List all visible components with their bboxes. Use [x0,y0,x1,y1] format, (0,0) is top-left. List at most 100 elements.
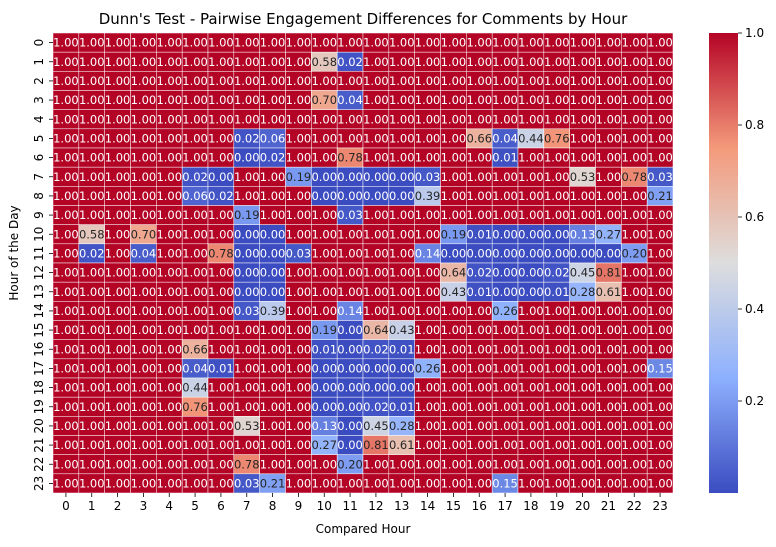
cell-value-label: 0.13 [570,227,596,241]
cell-value-label: 1.00 [441,323,467,337]
cell-value-label: 1.00 [234,361,260,375]
cell-value-label: 1.00 [131,266,157,280]
cell-value-label: 1.00 [79,36,105,50]
cell-value-label: 1.00 [544,438,570,452]
cell-value-label: 0.00 [544,227,570,241]
cell-value-label: 1.00 [570,131,596,145]
x-tick-label: 2 [114,499,122,513]
cell-value-label: 1.00 [647,400,673,414]
cell-value-label: 1.00 [570,457,596,471]
cell-value-label: 0.03 [234,304,260,318]
cell-value-label: 1.00 [544,342,570,356]
cell-value-label: 1.00 [105,457,131,471]
cell-value-label: 0.66 [182,342,208,356]
cell-value-label: 1.00 [53,304,79,318]
x-tick-label: 21 [601,499,616,513]
cell-value-label: 1.00 [544,170,570,184]
cell-value-label: 0.19 [441,227,467,241]
cell-value-label: 1.00 [570,93,596,107]
cell-value-label: 0.45 [570,266,596,280]
cell-value-label: 0.00 [518,246,544,260]
cell-value-label: 1.00 [105,361,131,375]
x-axis-label: Compared Hour [316,522,411,536]
cell-value-label: 1.00 [156,170,182,184]
cell-value-label: 1.00 [596,304,622,318]
cell-value-label: 1.00 [105,419,131,433]
cell-value-label: 1.00 [647,112,673,126]
cell-value-label: 1.00 [208,476,234,490]
cell-value-label: 1.00 [79,381,105,395]
cell-value-label: 0.00 [492,285,518,299]
x-tick-label: 4 [165,499,173,513]
cell-value-label: 1.00 [182,285,208,299]
cell-value-label: 1.00 [337,36,363,50]
cell-value-label: 1.00 [518,151,544,165]
cell-value-label: 0.00 [337,419,363,433]
cell-value-label: 0.00 [311,170,337,184]
cell-value-label: 1.00 [337,246,363,260]
cell-value-label: 1.00 [544,457,570,471]
cell-value-label: 1.00 [621,285,647,299]
cell-value-label: 1.00 [53,112,79,126]
cell-value-label: 1.00 [311,131,337,145]
cell-value-label: 1.00 [544,112,570,126]
y-axis-label: Hour of the Day [7,205,21,300]
cell-value-label: 1.00 [621,381,647,395]
cell-value-label: 1.00 [415,304,441,318]
cell-value-label: 1.00 [208,419,234,433]
cell-value-label: 1.00 [182,476,208,490]
cell-value-label: 1.00 [286,457,312,471]
cell-value-label: 1.00 [621,131,647,145]
cell-value-label: 1.00 [441,55,467,69]
cell-value-label: 1.00 [621,112,647,126]
cell-value-label: 1.00 [544,151,570,165]
cell-value-label: 1.00 [570,323,596,337]
cell-value-label: 1.00 [415,227,441,241]
cell-value-label: 0.02 [363,342,389,356]
cell-value-label: 1.00 [311,151,337,165]
cell-value-label: 1.00 [182,438,208,452]
y-tick-label: 5 [32,135,46,143]
cell-value-label: 1.00 [286,131,312,145]
cell-value-label: 1.00 [260,457,286,471]
cell-value-label: 1.00 [621,74,647,88]
cell-value-label: 1.00 [260,323,286,337]
cell-value-label: 1.00 [260,400,286,414]
cell-value-label: 1.00 [570,476,596,490]
cell-value-label: 1.00 [596,342,622,356]
cell-value-label: 1.00 [415,36,441,50]
cell-value-label: 0.00 [337,323,363,337]
y-tick-label: 3 [32,96,46,104]
cell-value-label: 1.00 [182,112,208,126]
cell-value-label: 0.13 [311,419,337,433]
x-tick-label: 8 [269,499,277,513]
cell-value-label: 1.00 [441,419,467,433]
x-tick-label: 20 [575,499,590,513]
cell-value-label: 1.00 [492,112,518,126]
cell-value-label: 0.78 [621,170,647,184]
cell-value-label: 0.00 [337,342,363,356]
cell-value-label: 1.00 [570,74,596,88]
cell-value-label: 1.00 [105,227,131,241]
cell-value-label: 1.00 [286,438,312,452]
x-tick-label: 0 [62,499,70,513]
cell-value-label: 1.00 [131,342,157,356]
cell-value-label: 1.00 [131,36,157,50]
x-tick-labels: 0 1 2 3 4 5 6 7 8 9 10 11 12 13 14 15 16 17 18 19 20 21 22 23 [62,493,668,513]
cell-value-label: 1.00 [79,361,105,375]
cell-value-label: 1.00 [286,227,312,241]
cell-value-label: 1.00 [570,112,596,126]
cell-value-label: 1.00 [131,74,157,88]
cell-value-label: 1.00 [596,131,622,145]
cell-value-label: 1.00 [208,304,234,318]
cell-value-label: 1.00 [570,151,596,165]
cell-value-label: 1.00 [208,285,234,299]
cell-value-label: 0.03 [415,170,441,184]
cell-value-label: 1.00 [234,438,260,452]
cell-value-label: 1.00 [570,55,596,69]
cell-value-label: 1.00 [621,457,647,471]
cell-value-label: 1.00 [53,74,79,88]
cell-value-label: 1.00 [518,476,544,490]
cell-value-label: 1.00 [363,285,389,299]
